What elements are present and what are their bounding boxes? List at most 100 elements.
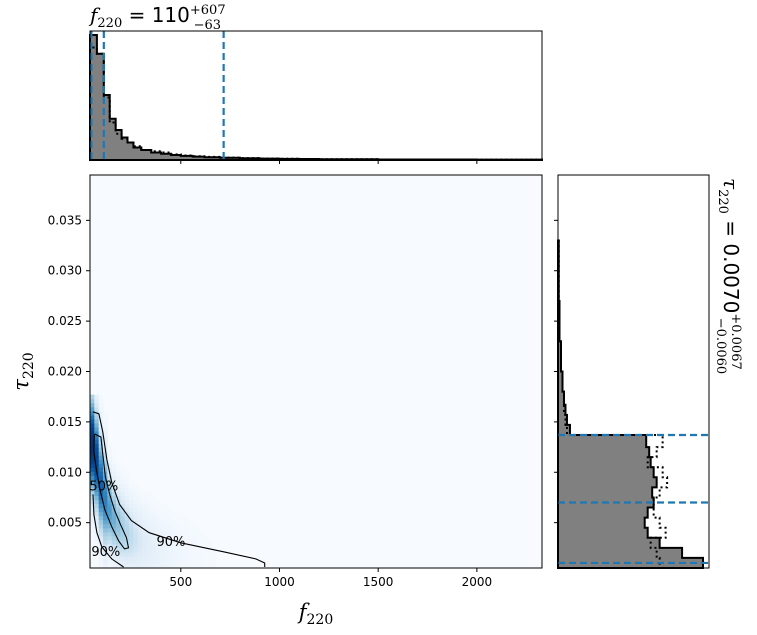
- heatmap-cell: [103, 507, 108, 513]
- heatmap-cell: [194, 539, 200, 545]
- heatmap-cell: [116, 491, 121, 497]
- heatmap-cell: [133, 495, 139, 501]
- heatmap-cell: [90, 402, 95, 408]
- heatmap-cell: [198, 531, 204, 537]
- heatmap-cell: [137, 507, 143, 513]
- joint-background: [90, 175, 542, 568]
- heatmap-cell: [98, 547, 104, 553]
- heatmap-cell: [107, 463, 113, 468]
- heatmap-cell: [129, 551, 135, 557]
- heatmap-cell: [98, 519, 104, 525]
- heatmap-cell: [103, 499, 108, 505]
- heatmap-cell: [133, 491, 139, 497]
- heatmap-cell: [137, 563, 143, 569]
- heatmap-cell: [120, 467, 126, 472]
- heatmap-cell: [98, 563, 104, 569]
- heatmap-cell: [94, 394, 100, 400]
- heatmap-cell: [98, 471, 104, 476]
- heatmap-cell: [124, 551, 130, 557]
- heatmap-cell: [116, 519, 121, 525]
- heatmap-cell: [172, 555, 178, 561]
- heatmap-cell: [98, 402, 104, 408]
- heatmap-cell: [111, 467, 117, 472]
- heatmap-cell: [129, 515, 135, 521]
- heatmap-cell: [163, 559, 169, 565]
- heatmap-cell: [129, 523, 135, 529]
- heatmap-cell: [189, 539, 195, 545]
- heatmap-cell: [142, 511, 148, 517]
- heatmap-cell: [181, 555, 187, 561]
- y-tick-label: 0.030: [48, 264, 82, 278]
- heatmap-cell: [168, 543, 174, 549]
- heatmap-cell: [211, 559, 217, 565]
- heatmap-cell: [94, 422, 100, 428]
- heatmap-cell: [129, 531, 135, 537]
- heatmap-cell: [90, 455, 95, 460]
- heatmap-cell: [94, 479, 100, 484]
- heatmap-cell: [107, 507, 113, 513]
- heatmap-cell: [98, 523, 104, 529]
- heatmap-cell: [120, 491, 126, 497]
- heatmap-cell: [176, 519, 182, 525]
- heatmap-cell: [133, 499, 139, 505]
- heatmap-cell: [176, 535, 182, 541]
- heatmap-cell: [98, 479, 104, 484]
- heatmap-cell: [163, 551, 169, 557]
- heatmap-cell: [98, 414, 104, 420]
- heatmap-cell: [107, 559, 113, 565]
- heatmap-cell: [185, 523, 191, 529]
- heatmap-cell: [185, 531, 191, 537]
- heatmap-cell: [198, 551, 204, 557]
- heatmap-cell: [94, 430, 100, 436]
- x-marginal-title: f220 = 110+607 −63: [88, 3, 226, 33]
- heatmap-cell: [111, 463, 117, 468]
- heatmap-cell: [202, 535, 208, 541]
- heatmap-cell: [103, 543, 108, 549]
- heatmap-cell: [129, 527, 135, 533]
- heatmap-cell: [176, 523, 182, 529]
- heatmap-cell: [98, 511, 104, 517]
- x-marginal-frame: [89, 30, 543, 161]
- heatmap-cell: [189, 531, 195, 537]
- heatmap-cell: [159, 519, 165, 525]
- heatmap-cell: [116, 479, 121, 484]
- heatmap-cell: [94, 463, 100, 468]
- heatmap-cell: [155, 507, 161, 513]
- heatmap-cell: [124, 531, 130, 537]
- heatmap-cell: [94, 455, 100, 460]
- heatmap-cell: [94, 434, 100, 440]
- heatmap-cell: [155, 515, 161, 521]
- heatmap-cell: [211, 563, 217, 569]
- contour-line: [93, 433, 130, 550]
- heatmap-cell: [137, 547, 143, 553]
- heatmap-cell: [120, 523, 126, 529]
- heatmap-cell: [202, 551, 208, 557]
- heatmap-cell: [103, 519, 108, 525]
- heatmap-cell: [146, 555, 152, 561]
- heatmap-cell: [116, 503, 121, 509]
- heatmap-cell: [155, 519, 161, 525]
- heatmap-cell: [111, 455, 117, 460]
- heatmap-cell: [116, 495, 121, 501]
- heatmap-cell: [146, 531, 152, 537]
- heatmap-cell: [103, 495, 108, 501]
- heatmap-cell: [103, 422, 108, 428]
- heatmap-cell: [103, 487, 108, 493]
- heatmap-cell: [185, 563, 191, 569]
- heatmap-cell: [159, 559, 165, 565]
- heatmap-cell: [155, 523, 161, 529]
- heatmap-cell: [98, 394, 104, 400]
- heatmap-cell: [111, 523, 117, 529]
- heatmap-cell: [194, 559, 200, 565]
- heatmap-cell: [120, 495, 126, 501]
- heatmap-cell: [107, 467, 113, 472]
- heatmap-cell: [133, 559, 139, 565]
- heatmap-cell: [137, 535, 143, 541]
- heatmap-cell: [90, 519, 95, 525]
- heatmap-cell: [103, 563, 108, 569]
- heatmap-cell: [94, 447, 100, 452]
- heatmap-cell: [107, 503, 113, 509]
- heatmap-cell: [163, 519, 169, 525]
- heatmap-cell: [194, 531, 200, 537]
- heatmap-cell: [176, 563, 182, 569]
